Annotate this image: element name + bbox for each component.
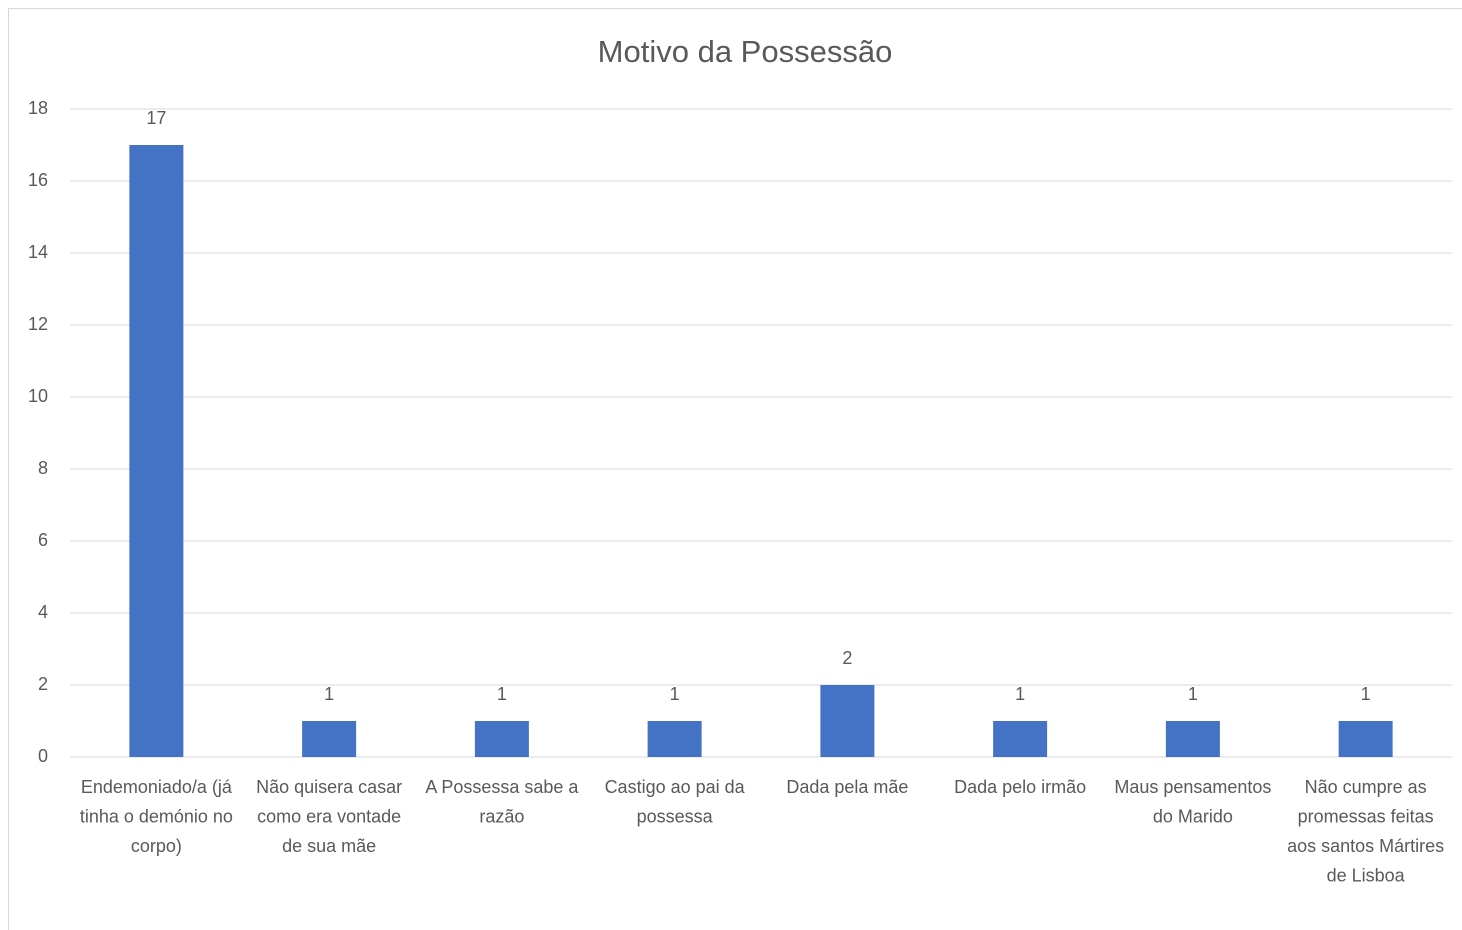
bar: [1165, 721, 1220, 757]
bar: [1338, 721, 1393, 757]
chart-title: Motivo da Possessão: [598, 34, 893, 69]
y-tick-label: 10: [28, 386, 48, 406]
y-tick-label: 2: [38, 674, 48, 694]
x-tick-label: A Possessa sabe a razão: [425, 777, 579, 827]
bar: [302, 721, 357, 757]
bar: [647, 721, 702, 757]
x-tick-label: Maus pensamentos do Marido: [1114, 777, 1271, 827]
y-tick-label: 16: [28, 170, 48, 190]
y-tick-label: 6: [38, 530, 48, 550]
y-tick-label: 14: [28, 242, 48, 262]
data-label: 1: [324, 684, 334, 704]
data-label: 2: [842, 648, 852, 668]
bar: [129, 145, 184, 757]
y-tick-label: 4: [38, 602, 48, 622]
x-tick-label: Não cumpre as promessas feitas aos santos …: [1287, 777, 1444, 886]
y-tick-label: 8: [38, 458, 48, 478]
data-label: 1: [497, 684, 507, 704]
y-tick-label: 18: [28, 98, 48, 118]
bar: [820, 685, 875, 757]
data-label: 1: [1188, 684, 1198, 704]
x-tick-label: Endemoniado/a (já tinha o demónio no corpo…: [80, 777, 233, 856]
x-tick-label: Castigo ao pai da possessa: [605, 777, 746, 827]
data-label: 1: [1361, 684, 1371, 704]
x-tick-label: Dada pela mãe: [786, 777, 908, 797]
data-label: 1: [1015, 684, 1025, 704]
x-tick-label: Não quisera casar como era vontade de sua …: [256, 777, 402, 856]
bar: [474, 721, 529, 757]
x-tick-label: Dada pelo irmão: [954, 777, 1086, 797]
data-label: 17: [146, 108, 166, 128]
bar: [993, 721, 1048, 757]
data-label: 1: [670, 684, 680, 704]
y-tick-label: 12: [28, 314, 48, 334]
y-tick-label: 0: [38, 746, 48, 766]
